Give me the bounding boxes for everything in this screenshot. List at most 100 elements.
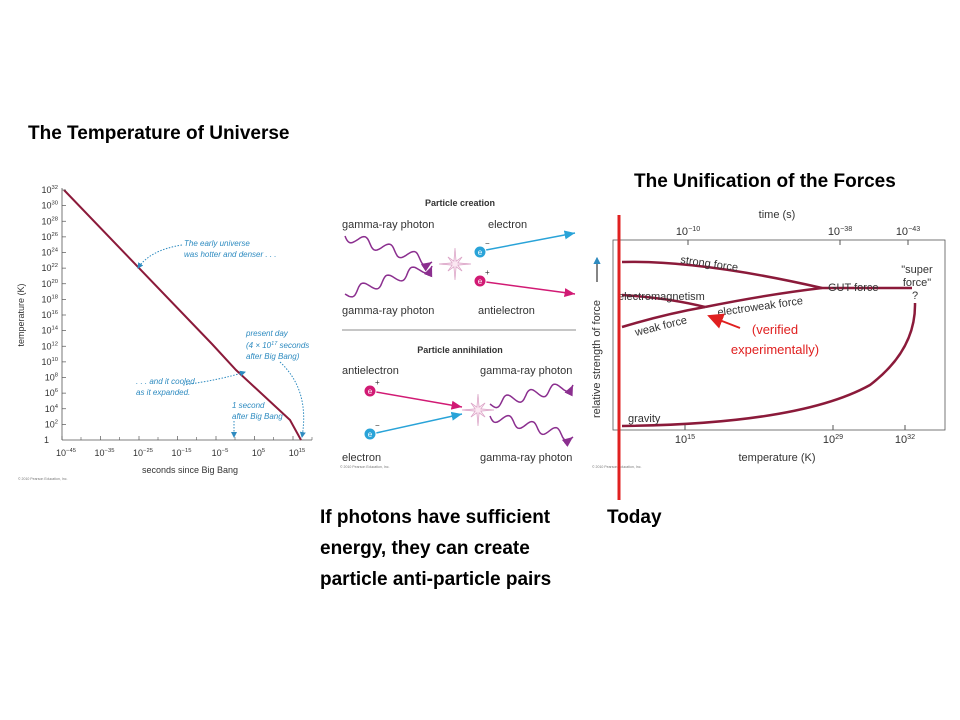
- x-tick-label-exponent: 15: [299, 448, 306, 454]
- temperature-tick-label-exponent: 15: [687, 433, 695, 441]
- y-tick-label: 1016: [41, 310, 58, 320]
- time-tick-label-exponent: −38: [840, 225, 852, 233]
- note-arrow: [279, 361, 306, 438]
- question-label: ?: [912, 290, 918, 302]
- present-note-part: 17: [271, 341, 278, 347]
- particle-symbol: e: [368, 387, 373, 396]
- x-tick-label-base: 10: [172, 448, 182, 458]
- y-tick-label-exponent: 18: [51, 294, 58, 300]
- particle-symbol: e: [478, 277, 483, 286]
- temperature-tick-label-base: 10: [675, 434, 687, 446]
- y-tick-label-exponent: 24: [51, 248, 58, 254]
- y-tick-label-base: 10: [45, 388, 55, 398]
- weak-curve: [621, 305, 706, 329]
- copyright: © 2010 Pearson Education, Inc.: [592, 465, 641, 469]
- time-tick-label-base: 10: [676, 226, 688, 238]
- y-tick-label: 1030: [41, 201, 58, 211]
- caption-line: energy, they can create: [320, 538, 530, 559]
- particle-symbol: e: [478, 248, 483, 257]
- y-tick-label-exponent: 10: [51, 357, 58, 363]
- electroweak-curve: [704, 286, 823, 309]
- y-tick-label: 1024: [41, 248, 58, 258]
- time-tick-label: 10−10: [676, 225, 700, 238]
- time-tick-label-exponent: −10: [688, 225, 700, 233]
- time-axis-title: time (s): [759, 209, 796, 221]
- particle-label: gamma-ray photon: [480, 365, 572, 377]
- particle-charge: −: [485, 239, 490, 248]
- particle-label: electron: [342, 452, 381, 464]
- y-tick-label-base: 10: [41, 341, 51, 351]
- y-tick-label-exponent: 20: [51, 279, 58, 285]
- y-tick-label-base: 10: [41, 279, 51, 289]
- temperature-tick-label-exponent: 32: [907, 433, 915, 441]
- time-tick-label-base: 10: [896, 226, 908, 238]
- annihilation-title: Particle annihilation: [417, 345, 503, 355]
- particle-label: electron: [488, 219, 527, 231]
- verified-note: experimentally): [731, 342, 819, 357]
- electron-track: [485, 230, 576, 251]
- verified-note: (verified: [752, 322, 798, 337]
- particle-charge: +: [375, 378, 380, 387]
- present-note: present day: [245, 329, 289, 338]
- temperature-tick-label-exponent: 29: [835, 433, 843, 441]
- electroweak-label: electroweak force: [717, 295, 804, 319]
- creation-title: Particle creation: [425, 198, 495, 208]
- particle-symbol: e: [368, 430, 373, 439]
- antielectron-track: [375, 391, 463, 410]
- x-tick-label-base: 10: [212, 448, 222, 458]
- early-note: The early universe: [184, 239, 250, 248]
- copyright: © 2010 Pearson Education, Inc.: [340, 465, 389, 469]
- x-tick-label-base: 10: [289, 448, 299, 458]
- particle: [473, 274, 487, 288]
- second-note: 1 second: [232, 401, 265, 410]
- unification-title: The Unification of the Forces: [634, 171, 896, 192]
- y-tick-label-base: 10: [41, 232, 51, 242]
- weak-label: weak force: [633, 314, 688, 339]
- y-tick-label: 108: [45, 373, 58, 383]
- y-tick-label-exponent: 32: [51, 185, 58, 191]
- photon-wave: [344, 265, 433, 298]
- temperature-tick-label-base: 10: [823, 434, 835, 446]
- present-note: (4 × 1017 seconds: [246, 341, 309, 350]
- present-note-part: 10: [262, 341, 271, 350]
- y-tick-label-exponent: 4: [55, 404, 59, 410]
- particle: [363, 427, 377, 441]
- temperature-tick-label: 1015: [675, 433, 695, 446]
- y-tick-label: 1012: [41, 341, 58, 351]
- y-tick-label: 1010: [41, 357, 58, 367]
- caption-line: If photons have sufficient: [320, 507, 551, 528]
- temperature-tick-label-base: 10: [895, 434, 907, 446]
- x-tick-label: 10−15: [172, 448, 192, 458]
- present-note-part: (4 ×: [246, 341, 262, 350]
- particle-label: gamma-ray photon: [480, 452, 572, 464]
- plot-frame: [612, 239, 946, 431]
- y-tick-label: 1020: [41, 279, 58, 289]
- temperature-curve: [63, 189, 302, 441]
- particle-label: gamma-ray photon: [342, 305, 434, 317]
- x-tick-label: 10−45: [56, 448, 76, 458]
- particle-label: antielectron: [478, 305, 535, 317]
- cooled-note: . . . and it cooled: [136, 377, 195, 386]
- particle: [363, 384, 377, 398]
- x-tick-label-exponent: −35: [105, 448, 115, 454]
- y-tick-label-exponent: 22: [51, 263, 58, 269]
- particle-figure: Particle creation gamma-ray photon elect…: [340, 198, 576, 469]
- cooled-note: as it expanded.: [136, 388, 190, 397]
- verified-arrow: [707, 313, 741, 329]
- y-tick-label-exponent: 16: [51, 310, 58, 316]
- today-label: Today: [607, 507, 662, 528]
- super-force-label: force": [903, 277, 931, 289]
- y-tick-label-base: 10: [41, 326, 51, 336]
- x-tick-label-exponent: −25: [143, 448, 153, 454]
- x-tick-label-base: 10: [133, 448, 143, 458]
- particle: [473, 245, 487, 259]
- y-tick-label-exponent: 12: [51, 341, 58, 347]
- y-axis-title: temperature (K): [16, 283, 26, 346]
- energy-burst: [438, 247, 472, 281]
- strong-curve: [621, 260, 823, 290]
- y-origin-label: 1: [44, 435, 49, 445]
- y-tick-label-base: 10: [41, 248, 51, 258]
- gravity-curve: [621, 302, 917, 428]
- forces-figure: time (s) temperature (K) relative streng…: [591, 209, 946, 469]
- electromagnetism-label: electromagnetism: [618, 291, 705, 303]
